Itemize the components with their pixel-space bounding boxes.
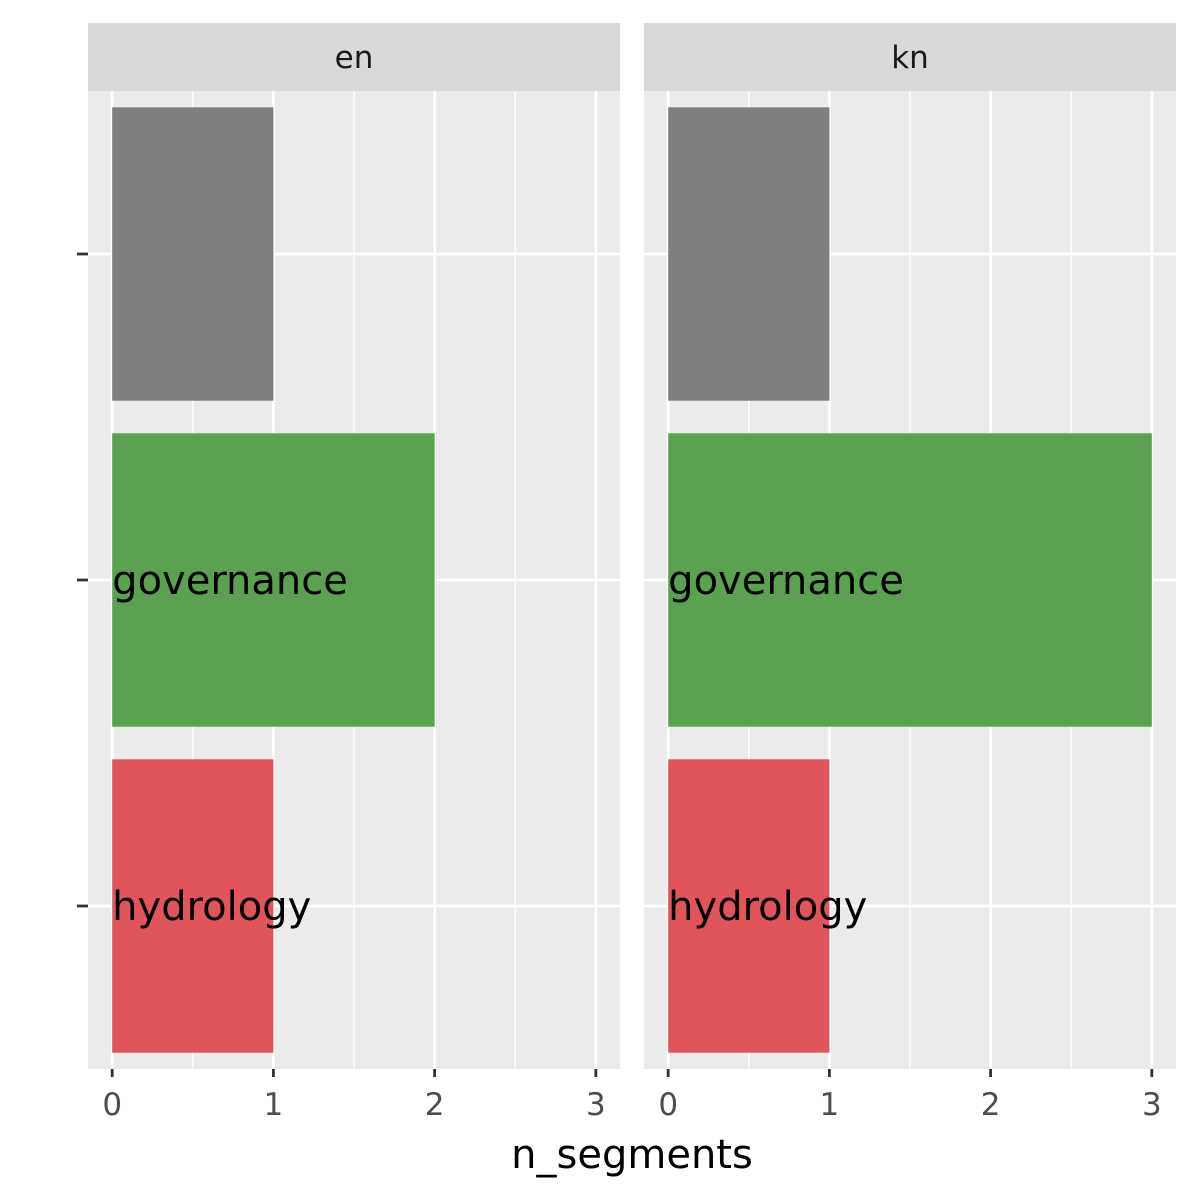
bar <box>112 107 274 401</box>
x-tick-label: 3 <box>1142 1087 1162 1123</box>
x-tick-label: 3 <box>586 1087 606 1123</box>
bar-label: hydrology <box>112 884 311 930</box>
x-tick-label: 2 <box>425 1087 445 1123</box>
bar <box>668 433 1152 727</box>
facet-strip <box>88 23 620 91</box>
x-tick-label: 1 <box>264 1087 284 1123</box>
bar <box>668 107 830 401</box>
bar <box>112 433 435 727</box>
facet-strip <box>644 23 1176 91</box>
facet-strip-label: kn <box>891 40 929 76</box>
x-tick-label: 0 <box>102 1087 122 1123</box>
bar-label: governance <box>668 558 904 604</box>
bar <box>668 759 830 1053</box>
x-tick-label: 0 <box>658 1087 678 1123</box>
bar-label: governance <box>112 558 348 604</box>
x-tick-label: 2 <box>981 1087 1001 1123</box>
bar <box>112 759 274 1053</box>
facet-strip-label: en <box>335 40 374 76</box>
bar-label: hydrology <box>668 884 867 930</box>
x-tick-label: 1 <box>820 1087 840 1123</box>
x-axis-title: n_segments <box>511 1132 753 1178</box>
